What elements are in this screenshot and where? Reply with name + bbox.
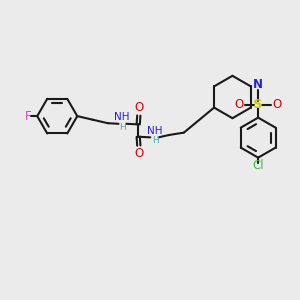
Text: S: S (254, 98, 263, 111)
Text: H: H (119, 123, 126, 132)
Text: NH: NH (147, 126, 162, 136)
Text: F: F (25, 110, 32, 123)
Text: NH: NH (114, 112, 130, 122)
Text: H: H (152, 136, 158, 146)
Text: N: N (253, 78, 263, 92)
Text: Cl: Cl (252, 159, 264, 172)
Text: O: O (134, 147, 143, 160)
Text: O: O (272, 98, 282, 111)
Text: O: O (235, 98, 244, 111)
Text: O: O (134, 101, 143, 114)
